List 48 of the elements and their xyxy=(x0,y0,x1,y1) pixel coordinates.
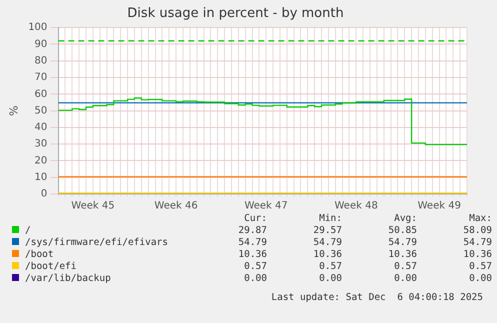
text: 54.79 xyxy=(237,236,267,248)
y-tick-label: 10 xyxy=(34,172,48,183)
x-tick-label: Week 46 xyxy=(154,200,198,212)
y-tick-label: 80 xyxy=(34,55,48,66)
text: 50.85 xyxy=(387,224,417,236)
y-tick-label: 40 xyxy=(34,122,48,134)
text: 58.09 xyxy=(462,224,492,236)
y-tick-label: 20 xyxy=(34,155,48,166)
text: 0.00 xyxy=(318,272,342,284)
legend-label: / xyxy=(24,224,32,236)
text: 10.36 xyxy=(462,248,492,260)
x-tick-label: Week 45 xyxy=(71,200,115,212)
legend-label: /sys/firmware/efi/efivars xyxy=(24,236,169,248)
x-tick-label: Week 47 xyxy=(244,200,288,212)
y-tick-label: 60 xyxy=(34,88,48,100)
text: 29.57 xyxy=(312,224,342,236)
y-tick-label: 50 xyxy=(34,105,48,116)
x-tick-label: Week 49 xyxy=(418,200,461,212)
y-tick-label: 0 xyxy=(40,188,48,200)
text: 0.57 xyxy=(318,260,342,272)
legend-label: /var/lib/backup xyxy=(24,272,112,284)
text: 10.36 xyxy=(312,248,342,260)
text: 10.36 xyxy=(387,248,417,260)
y-tick-label: 100 xyxy=(28,22,48,34)
text: Max: xyxy=(468,212,492,224)
text: Cur: xyxy=(243,212,267,224)
text: 0.00 xyxy=(393,272,417,284)
y-axis-title: % xyxy=(7,106,20,116)
chart-title: Disk usage in percent - by month xyxy=(127,6,344,22)
text: 0.57 xyxy=(393,260,417,272)
text: 10.36 xyxy=(237,248,267,260)
text: 0.57 xyxy=(243,260,267,272)
x-tick-label: Week 48 xyxy=(334,200,378,212)
text: Avg: xyxy=(393,212,417,224)
text: 0.00 xyxy=(468,272,492,284)
text: 54.79 xyxy=(387,236,417,248)
y-tick-label: 30 xyxy=(34,138,48,150)
text: 54.79 xyxy=(312,236,342,248)
legend-label: /boot xyxy=(24,248,55,260)
y-tick-label: 90 xyxy=(34,38,48,50)
text: 29.87 xyxy=(237,224,267,236)
text: 0.57 xyxy=(468,260,492,272)
text: 54.79 xyxy=(462,236,492,248)
text: Min: xyxy=(318,212,342,224)
text: Last update: Sat Dec 6 04:00:18 2025 xyxy=(271,292,483,303)
legend-label: /boot/efi xyxy=(24,260,78,272)
y-tick-label: 70 xyxy=(34,72,48,84)
text: 0.00 xyxy=(243,272,267,284)
